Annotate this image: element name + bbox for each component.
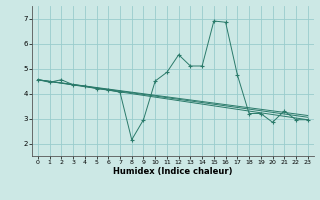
X-axis label: Humidex (Indice chaleur): Humidex (Indice chaleur) bbox=[113, 167, 233, 176]
